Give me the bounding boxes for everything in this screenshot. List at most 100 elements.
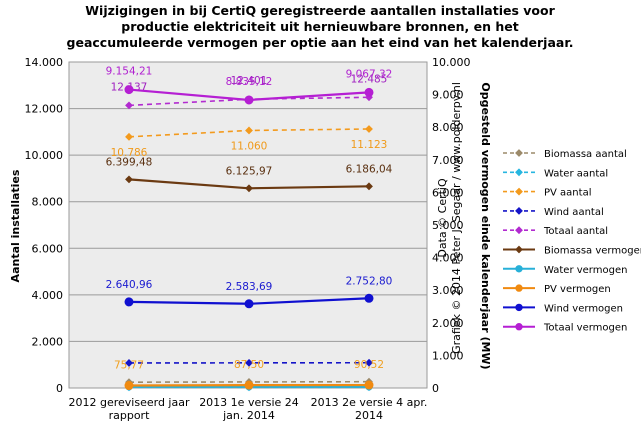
y2-axis-title: Opgesteld vermogen einde kalenderjaar (M… [479,82,492,369]
legend-item: Totaal vermogen [503,323,627,334]
data-point [364,293,374,303]
legend-item: Biomassa aantal [503,149,627,160]
data-label: 11.060 [231,140,268,152]
data-point [125,359,133,367]
legend-item: PV aantal [503,188,591,199]
x-tick-label: 2014 [355,409,383,422]
y-axis-title: Aantal installaties [9,169,22,282]
data-point [364,87,374,97]
plot-area [68,61,428,389]
legend-label: Wind aantal [544,207,604,218]
series-wind-aantal [125,358,373,367]
title-line: geaccumuleerde vermogen per optie aan he… [67,35,574,50]
data-point [365,182,373,191]
legend-swatch-marker [515,206,523,215]
y-axis-left: 0 2.000 4.000 6.000 8.000 10.000 12.000 14.000 [25,56,64,395]
watermark-line: Grafiek © 2014 Peter J. Segaar / www.pol… [450,82,463,354]
series-biomassa-vermogen: 6.399,48 6.125,97 6.186,04 [106,156,393,193]
title-line: productie elektriciteit uit hernieuwbare… [121,19,518,34]
legend-label: Totaal vermogen [543,323,627,334]
legend-item: Water vermogen [503,265,627,276]
legend-swatch-marker [515,284,523,292]
x-tick-label: jan. 2014 [222,409,275,422]
data-point [365,358,373,367]
data-label: 2.640,96 [106,279,153,291]
data-point [125,175,133,184]
data-point [244,95,254,105]
y-tick-label: 14.000 [25,56,64,69]
legend-item: PV vermogen [503,284,611,295]
legend-item: Wind aantal [503,207,604,218]
data-label: 12.401 [231,75,268,87]
data-point [245,358,253,367]
y2-tick-label: 5.000 [432,219,464,232]
watermark-line: Data © CertiQ [436,178,449,258]
data-point [125,101,133,110]
data-label: 8.835,12 [226,76,273,88]
y2-tick-label: 8.000 [432,121,464,134]
y2-tick-label: 6.000 [432,186,464,199]
data-label: 6.186,04 [346,163,393,175]
x-tick-label: 2013 2e versie 4 apr. [311,396,428,409]
legend-label: Wind vermogen [544,303,623,314]
data-point [124,85,134,95]
data-point [125,132,133,141]
y2-tick-label: 9.000 [432,89,464,102]
data-point [244,299,254,309]
legend-label: Water aantal [544,168,608,179]
y-tick-label: 8.000 [32,196,64,209]
legend-swatch-marker [515,187,523,196]
watermark: Data © CertiQ Grafiek © 2014 Peter J. Seg… [436,82,463,354]
series-pv-vermogen: 75,77 87,50 90,52 [114,359,384,391]
data-label: 10.786 [111,147,148,159]
y2-tick-label: 1.000 [432,349,464,362]
legend-label: Water vermogen [544,265,627,276]
legend-swatch-marker [515,226,523,235]
y2-tick-label: 4.000 [432,252,464,265]
legend-swatch-marker [515,149,523,157]
data-point [365,125,373,133]
legend: Biomassa aantal Water aantal PV aantal Wind… [503,149,641,334]
y2-tick-label: 7.000 [432,154,464,167]
data-point [245,184,253,193]
data-label: 12.485 [351,73,388,85]
legend-label: PV aantal [544,188,591,199]
data-label: 2.583,69 [226,281,273,293]
data-label: 11.123 [351,139,388,151]
legend-label: Totaal aantal [543,226,608,237]
y2-tick-label: 10.000 [432,56,471,69]
data-label: 2.752,80 [346,275,393,287]
legend-label: Biomassa aantal [544,149,627,160]
title-line: Wijzigingen in bij CertiQ geregistreerde… [85,3,555,18]
data-label: 87,50 [234,359,264,371]
legend-swatch-marker [515,245,523,254]
legend-label: PV vermogen [544,284,611,295]
series-pv-aantal: 10.786 11.060 11.123 [111,125,388,159]
data-point [124,381,134,391]
data-label: 9.154,21 [106,66,153,78]
y-tick-label: 2.000 [32,335,64,348]
legend-item: Wind vermogen [503,303,623,314]
y2-tick-label: 2.000 [432,317,464,330]
y-tick-label: 0 [56,382,63,395]
legend-swatch-marker [515,265,523,273]
data-label: 9.067,32 [346,68,393,80]
data-point [244,380,254,390]
data-point [364,380,374,390]
y2-tick-label: 3.000 [432,284,464,297]
legend-swatch-marker [515,303,523,312]
legend-swatch-marker [515,168,523,177]
series-totaal-vermogen: 9.154,21 8.835,12 9.067,32 [106,66,393,105]
legend-item: Water aantal [503,168,608,179]
legend-label: Biomassa vermogen [544,246,641,257]
data-point [245,126,253,135]
y-tick-label: 12.000 [25,103,64,116]
legend-item: Biomassa vermogen [503,246,641,257]
y-tick-label: 10.000 [25,149,64,162]
x-tick-label: 2013 1e versie 24 [199,396,299,409]
series-wind-vermogen: 2.640,96 2.583,69 2.752,80 [106,275,393,309]
data-point [124,297,134,307]
data-label: 90,52 [354,359,384,371]
